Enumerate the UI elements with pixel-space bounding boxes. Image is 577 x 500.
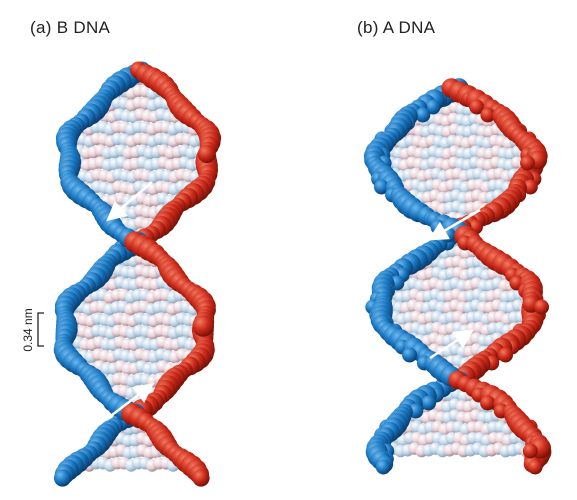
backbone-atom [192, 315, 214, 337]
a-dna-groove-arrow-upper [427, 208, 481, 241]
backbone-atom [522, 443, 538, 459]
backbone-atom [480, 107, 496, 123]
b-dna-model [53, 61, 222, 487]
backbone-atom [425, 99, 441, 115]
backbone-atom [197, 144, 216, 164]
backbone-atom [53, 469, 72, 487]
backbone-atom [498, 347, 513, 363]
b-dna-base-pairs [53, 61, 219, 487]
b-dna-groove-arrow-upper [106, 181, 153, 222]
backbone-atom [374, 179, 389, 195]
backbone-atom [534, 299, 549, 315]
scale-bar-label: 0.34 nm [21, 308, 35, 351]
panel-b-title: (b) A DNA [357, 18, 436, 37]
a-dna-groove-arrow-lower [429, 329, 475, 360]
backbone-atom [192, 469, 210, 487]
backbone-atom [469, 99, 485, 115]
backbone-atom [522, 179, 538, 195]
a-dna-model [363, 78, 552, 475]
b-dna-groove-arrow-lower [107, 382, 154, 419]
backbone-atom [415, 107, 431, 123]
backbone-atom [480, 395, 496, 411]
panel-a-title: (a) B DNA [30, 18, 111, 37]
backbone-atom [520, 155, 535, 171]
backbone-atom [402, 347, 418, 363]
backbone-atom [421, 395, 436, 411]
backbone-atom [527, 459, 543, 475]
scale-bar: 0.34 nm [21, 308, 44, 352]
scale-bar-bracket [37, 312, 44, 347]
backbone-atom [375, 459, 391, 475]
